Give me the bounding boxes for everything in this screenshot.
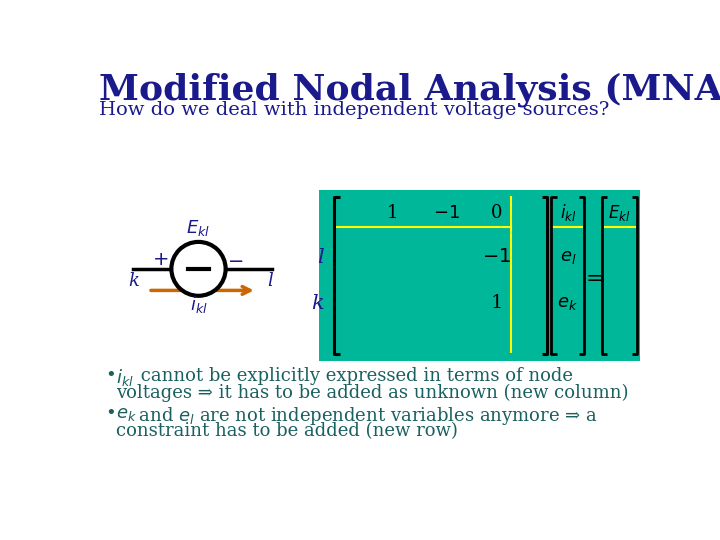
- Text: $-1$: $-1$: [433, 204, 460, 221]
- Text: $e_k$: $e_k$: [117, 405, 137, 423]
- Text: $E_{kl}$: $E_{kl}$: [608, 202, 631, 222]
- Circle shape: [171, 242, 225, 296]
- Text: constraint has to be added (new row): constraint has to be added (new row): [117, 422, 458, 440]
- Text: voltages ⇒ it has to be added as unknown (new column): voltages ⇒ it has to be added as unknown…: [117, 383, 629, 402]
- Text: $e_k$: $e_k$: [557, 294, 578, 313]
- Text: k: k: [129, 272, 140, 290]
- Text: $i_{kl}$: $i_{kl}$: [189, 294, 207, 315]
- Text: k: k: [310, 294, 323, 313]
- Text: $-1$: $-1$: [482, 248, 511, 266]
- Text: $=$: $=$: [581, 266, 603, 287]
- FancyArrowPatch shape: [151, 287, 250, 294]
- Text: $E_{kl}$: $E_{kl}$: [186, 218, 210, 238]
- Text: cannot be explicitly expressed in terms of node: cannot be explicitly expressed in terms …: [135, 367, 573, 384]
- Text: 1: 1: [387, 204, 398, 221]
- Text: $e_l$: $e_l$: [559, 248, 576, 266]
- Text: Modified Nodal Analysis (MNA): Modified Nodal Analysis (MNA): [99, 72, 720, 107]
- Text: $i_{kl}$: $i_{kl}$: [559, 202, 576, 223]
- Text: 1: 1: [491, 294, 503, 313]
- Text: $+$: $+$: [153, 251, 168, 268]
- Text: and $e_l$ are not independent variables anymore ⇒ a: and $e_l$ are not independent variables …: [133, 405, 598, 427]
- Text: •: •: [106, 367, 116, 384]
- Text: l: l: [317, 248, 323, 267]
- Bar: [319, 190, 640, 361]
- Text: 0: 0: [491, 204, 503, 221]
- Text: How do we deal with independent voltage sources?: How do we deal with independent voltage …: [99, 101, 610, 119]
- Text: l: l: [268, 272, 274, 290]
- Text: •: •: [106, 405, 116, 423]
- Text: $-$: $-$: [227, 251, 243, 268]
- Text: $i_{kl}$: $i_{kl}$: [117, 367, 134, 388]
